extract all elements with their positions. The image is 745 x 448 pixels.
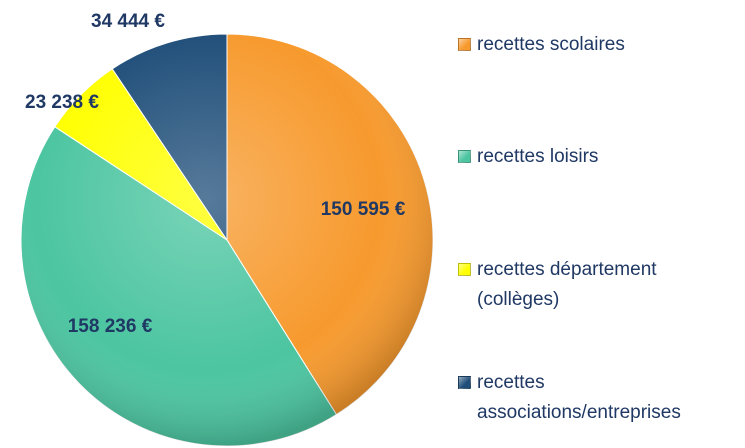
legend-item: recettes scolaires <box>458 30 740 60</box>
legend-label: recettes associations/entreprises <box>477 372 681 423</box>
legend-item: recettes associations/entreprises <box>458 368 740 428</box>
legend-swatch <box>458 263 471 276</box>
legend-label: recettes département (collèges) <box>477 259 657 310</box>
data-label: 158 236 € <box>68 316 153 337</box>
legend-label: recettes loisirs <box>477 146 599 167</box>
legend-swatch <box>458 38 471 51</box>
legend-swatch <box>458 150 471 163</box>
data-label: 34 444 € <box>91 11 165 32</box>
data-label: 150 595 € <box>321 199 406 220</box>
data-label: 23 238 € <box>25 92 99 113</box>
legend-swatch <box>458 376 471 389</box>
legend-item: recettes loisirs <box>458 142 740 172</box>
legend-label: recettes scolaires <box>477 34 625 55</box>
legend-item: recettes département (collèges) <box>458 255 740 315</box>
